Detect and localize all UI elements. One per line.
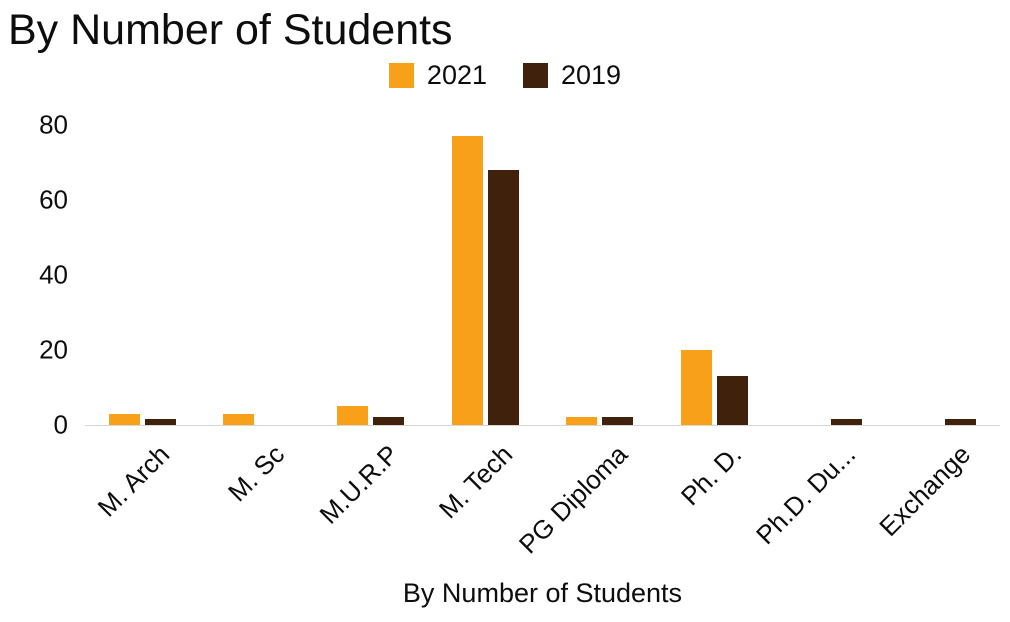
legend: 2021 2019 xyxy=(0,60,1010,91)
bar-2021-ph-d- xyxy=(680,350,712,425)
x-tick-label: M.U.R.P xyxy=(313,439,405,530)
y-tick-label: 60 xyxy=(39,184,68,215)
legend-swatch-2021 xyxy=(388,63,414,88)
bar-2021-pg-diploma xyxy=(566,417,598,425)
y-tick-label: 80 xyxy=(39,109,68,140)
x-axis-line xyxy=(85,425,1000,426)
legend-label-2021: 2021 xyxy=(426,60,487,90)
legend-item-2021: 2021 xyxy=(388,60,487,91)
bar-2021-m-u-r-p xyxy=(337,406,369,425)
legend-swatch-2019 xyxy=(523,63,548,88)
x-tick-label: PG Diploma xyxy=(512,439,633,560)
bar-2021-m-tech xyxy=(451,136,483,425)
x-axis-title: By Number of Students xyxy=(402,578,683,608)
x-tick-label: M. Sc xyxy=(221,439,290,508)
x-tick-label: M. Arch xyxy=(91,439,176,523)
x-tick-label: Exchange xyxy=(873,439,977,542)
legend-item-2019: 2019 xyxy=(523,60,621,91)
y-tick-label: 40 xyxy=(39,259,68,290)
y-tick-label: 20 xyxy=(39,334,68,365)
x-tick-label: Ph.D. Du... xyxy=(750,439,862,551)
bar-2019-ph-d-du- xyxy=(830,419,862,425)
bar-2019-pg-diploma xyxy=(602,417,634,425)
x-tick-label: Ph. D. xyxy=(674,439,748,512)
bar-2021-m-sc xyxy=(223,414,255,425)
bar-2021-m-arch xyxy=(108,414,140,425)
x-tick-label: M. Tech xyxy=(433,439,519,525)
bar-2019-exchange xyxy=(945,419,977,425)
bar-2019-ph-d- xyxy=(716,376,748,425)
y-tick-label: 0 xyxy=(53,409,68,440)
legend-label-2019: 2019 xyxy=(561,60,622,90)
bar-2019-m-u-r-p xyxy=(373,417,405,425)
chart-title: By Number of Students xyxy=(8,6,453,54)
bar-2019-m-tech xyxy=(487,170,519,425)
bar-2019-m-arch xyxy=(144,419,176,425)
